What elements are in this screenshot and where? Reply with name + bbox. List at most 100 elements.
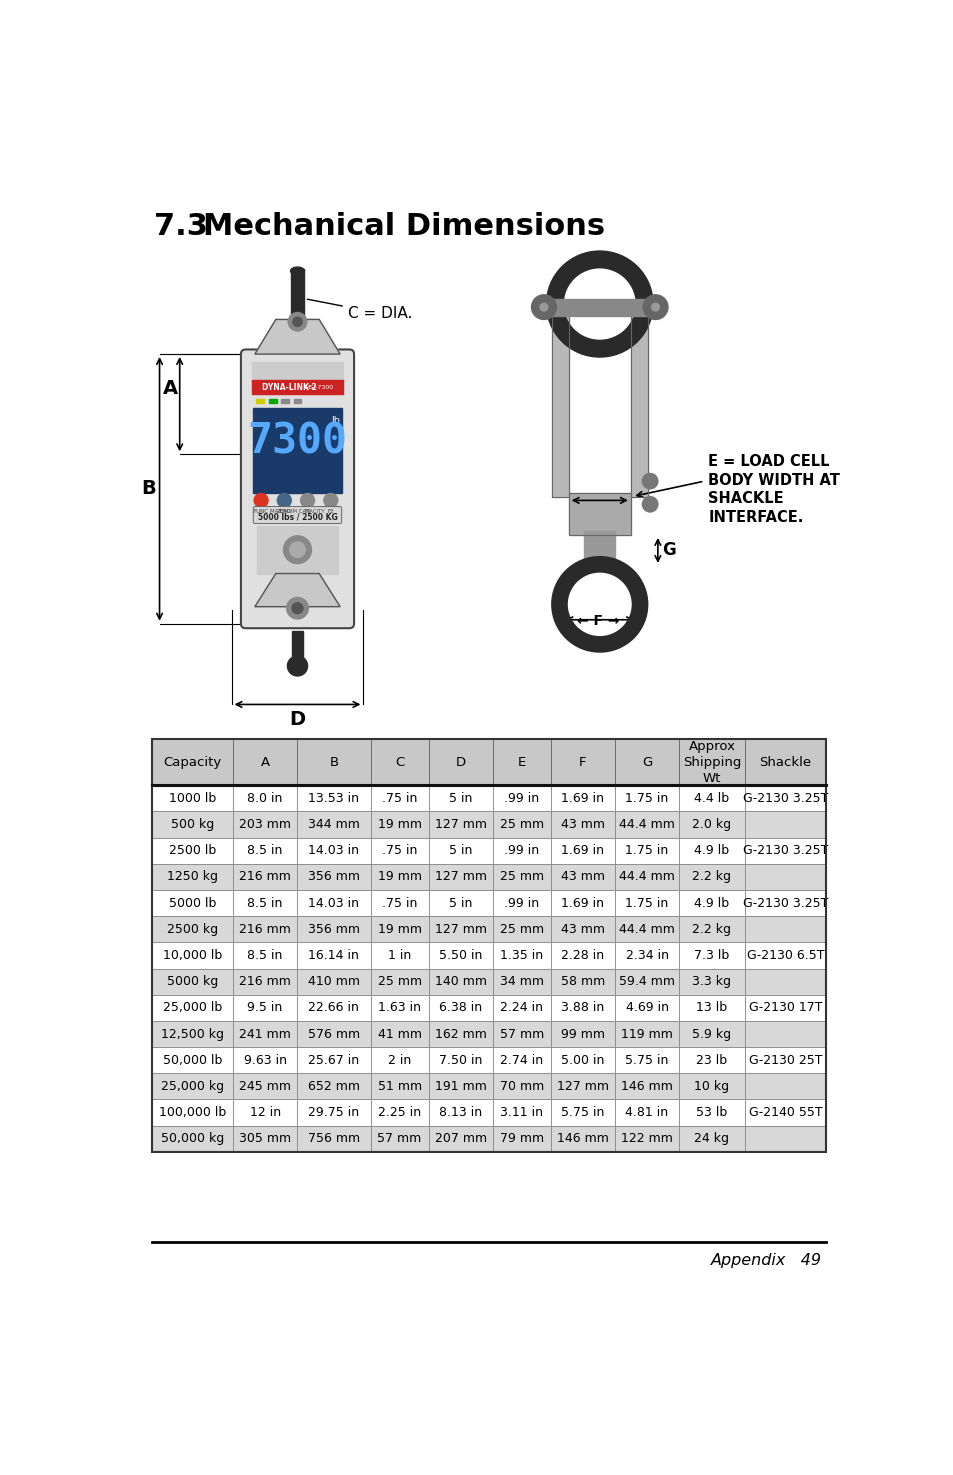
Text: F1: F1 [304, 509, 311, 513]
Circle shape [642, 295, 667, 320]
Text: MAXIMUM CAPACITY: MAXIMUM CAPACITY [270, 509, 324, 515]
Bar [679, 943, 744, 969]
Bar [292, 631, 303, 662]
Bar [615, 943, 679, 969]
Text: 576 mm: 576 mm [308, 1028, 359, 1040]
Bar [679, 994, 744, 1021]
Text: BODY WIDTH AT: BODY WIDTH AT [707, 472, 840, 488]
Text: D: D [456, 755, 465, 768]
FancyBboxPatch shape [241, 350, 354, 628]
Text: 1 in: 1 in [388, 948, 411, 962]
Bar [493, 1021, 550, 1047]
Bar [370, 785, 428, 811]
Bar [428, 811, 493, 838]
Bar [294, 398, 301, 403]
Text: G: G [661, 541, 675, 559]
Bar [615, 1125, 679, 1152]
Text: 3.88 in: 3.88 in [560, 1002, 604, 1015]
Text: .75 in: .75 in [381, 844, 416, 857]
Text: FUNC: FUNC [253, 509, 269, 513]
Bar [744, 1021, 825, 1047]
Text: 2.28 in: 2.28 in [560, 948, 604, 962]
Circle shape [555, 260, 644, 348]
Text: 7.50 in: 7.50 in [438, 1053, 482, 1066]
Text: A: A [163, 379, 178, 398]
Text: E = LOAD CELL: E = LOAD CELL [707, 454, 829, 469]
Bar [744, 1125, 825, 1152]
Bar [370, 994, 428, 1021]
Text: 79 mm: 79 mm [499, 1133, 543, 1145]
Text: 25,000 kg: 25,000 kg [161, 1080, 224, 1093]
Bar [550, 916, 615, 943]
Bar [152, 811, 233, 838]
Text: 43 mm: 43 mm [560, 870, 604, 884]
Bar [152, 1021, 233, 1047]
Circle shape [292, 603, 303, 614]
Text: 43 mm: 43 mm [560, 923, 604, 935]
Bar [550, 1021, 615, 1047]
Bar [370, 889, 428, 916]
Text: 5 in: 5 in [449, 844, 472, 857]
Bar [550, 864, 615, 889]
Bar [152, 969, 233, 994]
Text: 25 mm: 25 mm [377, 975, 421, 988]
Bar [152, 943, 233, 969]
Circle shape [286, 597, 308, 619]
Text: 7.3: 7.3 [154, 211, 208, 240]
Text: 127 mm: 127 mm [435, 923, 486, 935]
Bar [679, 1021, 744, 1047]
Text: 8.0 in: 8.0 in [247, 792, 282, 805]
Text: 99 mm: 99 mm [560, 1028, 604, 1040]
Bar [233, 916, 296, 943]
Bar [493, 1099, 550, 1125]
Text: 241 mm: 241 mm [239, 1028, 291, 1040]
Text: C: C [395, 755, 404, 768]
Text: 119 mm: 119 mm [620, 1028, 672, 1040]
Text: 7.3 lb: 7.3 lb [694, 948, 729, 962]
Bar [370, 943, 428, 969]
Text: 1000 lb: 1000 lb [169, 792, 215, 805]
Bar [370, 739, 428, 785]
Text: 41 mm: 41 mm [377, 1028, 421, 1040]
Text: 1.69 in: 1.69 in [560, 897, 604, 910]
Text: 4.69 in: 4.69 in [625, 1002, 668, 1015]
Text: 410 mm: 410 mm [308, 975, 359, 988]
Text: DYNA-LINK 2: DYNA-LINK 2 [262, 382, 316, 392]
Bar [296, 1125, 370, 1152]
Text: 4.9 lb: 4.9 lb [694, 897, 729, 910]
Text: 356 mm: 356 mm [308, 923, 359, 935]
Text: 25,000 lb: 25,000 lb [163, 1002, 222, 1015]
Text: 59.4 mm: 59.4 mm [618, 975, 675, 988]
Text: 2.24 in: 2.24 in [499, 1002, 542, 1015]
Text: .99 in: .99 in [504, 844, 538, 857]
Bar [615, 994, 679, 1021]
Bar [296, 1021, 370, 1047]
Text: 14.03 in: 14.03 in [308, 844, 359, 857]
Text: 344 mm: 344 mm [308, 819, 359, 830]
Bar [550, 889, 615, 916]
Bar [744, 994, 825, 1021]
Text: C = DIA.: C = DIA. [307, 299, 412, 320]
Text: 58 mm: 58 mm [560, 975, 604, 988]
Text: 756 mm: 756 mm [308, 1133, 359, 1145]
Bar [615, 838, 679, 864]
Bar [493, 1047, 550, 1074]
Bar [281, 398, 289, 403]
Text: 43 mm: 43 mm [560, 819, 604, 830]
Text: 1.75 in: 1.75 in [625, 897, 668, 910]
Text: Appendix   49: Appendix 49 [710, 1254, 821, 1268]
Circle shape [300, 494, 314, 507]
Bar [493, 811, 550, 838]
Bar [296, 1074, 370, 1099]
Text: 4.81 in: 4.81 in [625, 1106, 668, 1120]
Text: 146 mm: 146 mm [620, 1080, 672, 1093]
Text: F: F [578, 755, 586, 768]
Text: .75 in: .75 in [381, 792, 416, 805]
Text: Capacity: Capacity [163, 755, 221, 768]
Text: 2.34 in: 2.34 in [625, 948, 668, 962]
Text: 29.75 in: 29.75 in [308, 1106, 359, 1120]
Text: D: D [289, 711, 305, 729]
Bar [370, 838, 428, 864]
Text: 191 mm: 191 mm [435, 1080, 486, 1093]
Bar [296, 1099, 370, 1125]
